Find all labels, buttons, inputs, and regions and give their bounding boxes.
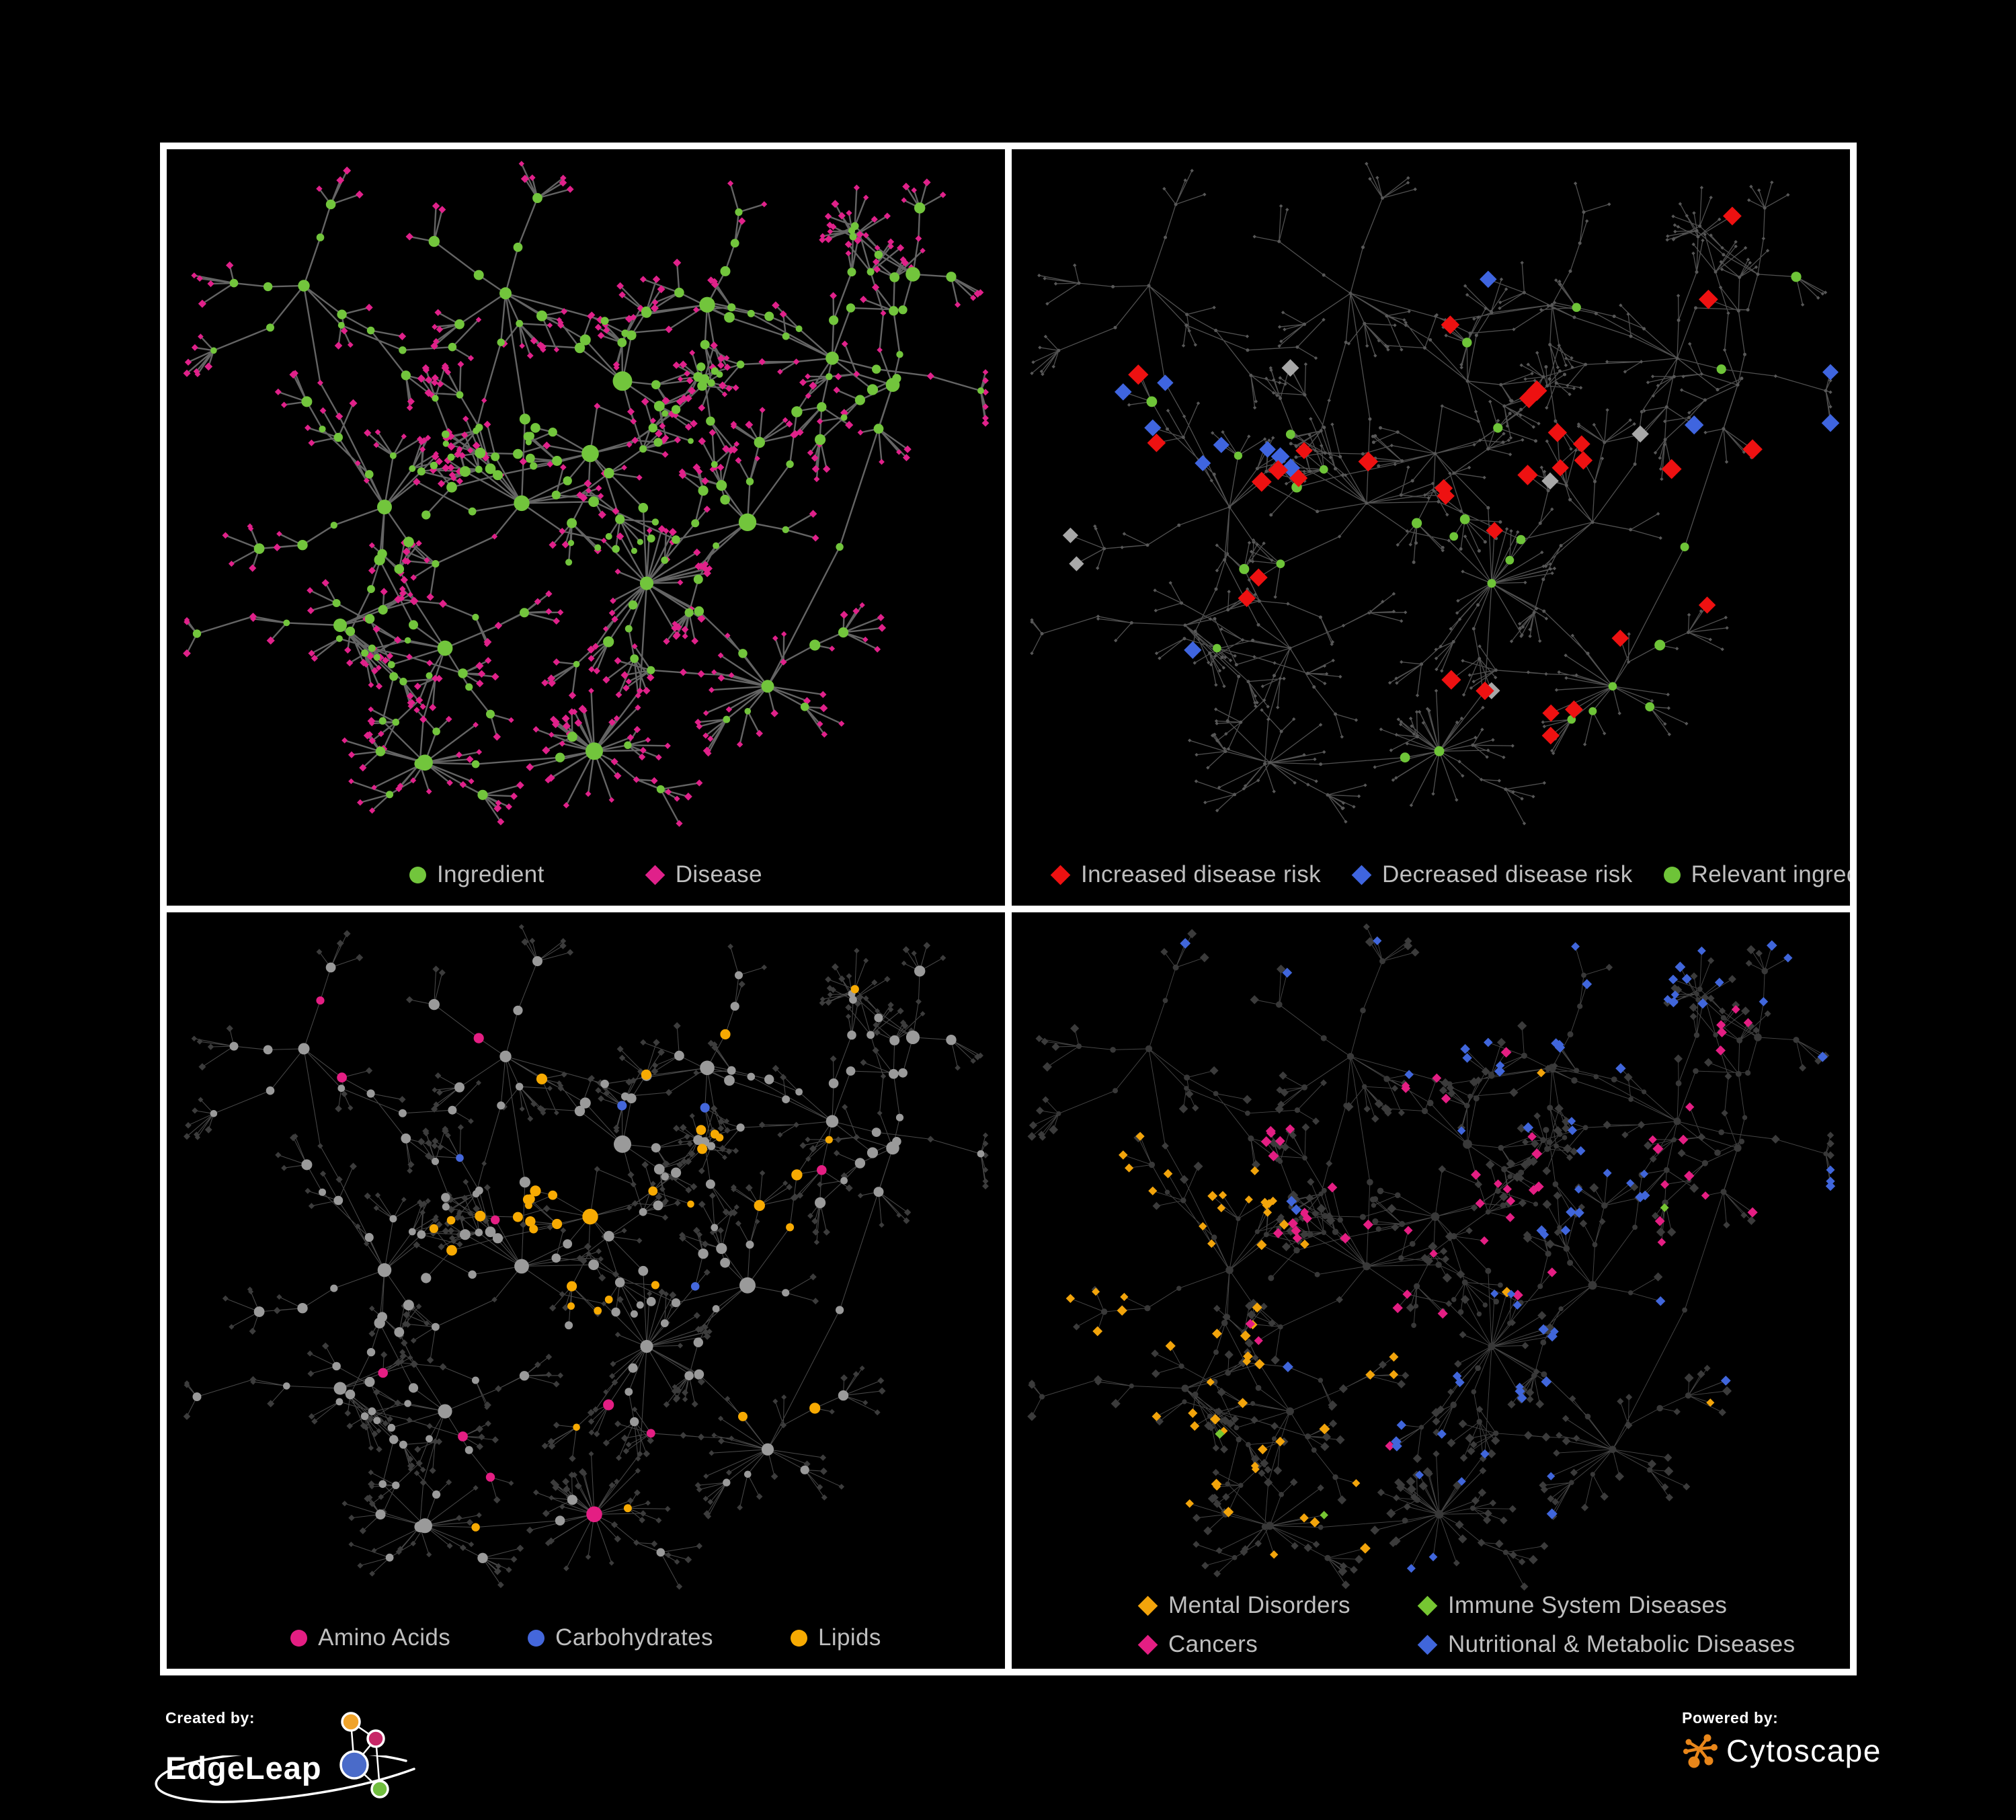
legend-marker-diamond (1417, 1595, 1438, 1616)
legend-item: Ingredient (409, 861, 545, 888)
legend-marker-circle (528, 1629, 545, 1647)
legend-marker-diamond (1050, 865, 1071, 885)
network-nodes (1115, 270, 1840, 660)
legend-label: Increased disease risk (1081, 861, 1322, 887)
legend-item: Amino Acids (290, 1624, 450, 1651)
disease-classes-network (1027, 923, 1836, 1591)
legend-marker-circle (409, 866, 427, 883)
legend-macronutrients: Amino Acids Carbohydrates Lipids (167, 1624, 1005, 1651)
disease-risk-network (1030, 161, 1840, 826)
legend-label: Mental Disorders (1168, 1592, 1350, 1618)
legend-label: Amino Acids (318, 1624, 451, 1651)
powered-by-label: Powered by: (1682, 1709, 1779, 1727)
panel-ingredient-disease: Ingredient Disease (167, 149, 1005, 906)
network-edges (186, 163, 987, 824)
legend-disease-risk: Increased disease risk Decreased disease … (1012, 861, 1850, 888)
network-edges (186, 926, 986, 1587)
cytoscape-logo-icon (1683, 1734, 1718, 1768)
network-nodes (1027, 923, 1834, 1591)
legend-item: Nutritional & Metabolic Diseases (1417, 1631, 1796, 1658)
network-nodes (183, 161, 990, 827)
legend-marker-diamond (1137, 1634, 1158, 1655)
created-by-label: Created by: (165, 1709, 255, 1727)
legend-item: Carbohydrates (528, 1624, 713, 1651)
panel-macronutrients: Amino Acids Carbohydrates Lipids (167, 912, 1005, 1669)
legend-disease-classes: Mental Disorders Immune System Diseases Ca… (1137, 1592, 1796, 1658)
panel-disease-risk: Increased disease risk Decreased disease … (1012, 149, 1850, 906)
network-nodes (183, 924, 989, 1590)
legend-marker-diamond (1417, 1634, 1438, 1655)
legend-label: Relevant ingredient (1691, 861, 1850, 887)
network-nodes (1062, 359, 1649, 699)
legend-label: Nutritional & Metabolic Diseases (1447, 1631, 1796, 1657)
edgeleap-swoosh-icon (155, 1755, 415, 1803)
legend-item: Lipids (790, 1624, 881, 1651)
legend-item: Increased disease risk (1050, 861, 1322, 888)
legend-marker-diamond (1137, 1595, 1158, 1616)
network-nodes (429, 985, 859, 1532)
macronutrients-network (183, 924, 989, 1590)
panel-disease-classes: Mental Disorders Immune System Diseases Ca… (1012, 912, 1850, 1669)
legend-item: Cancers (1137, 1631, 1350, 1658)
legend-item: Immune System Diseases (1417, 1592, 1796, 1619)
legend-label: Disease (675, 861, 762, 887)
network-edges (1031, 163, 1831, 824)
network-nodes (1039, 958, 1828, 1561)
network-nodes (192, 956, 985, 1563)
legend-label: Decreased disease risk (1382, 861, 1633, 887)
edgeleap-logo-icon (339, 1712, 389, 1798)
network-nodes (1030, 161, 1832, 826)
legend-marker-circle (290, 1629, 308, 1647)
network-nodes (192, 193, 984, 800)
edgeleap-credit: Created by: EdgeLeap (155, 1709, 515, 1805)
network-edges (1031, 926, 1831, 1587)
legend-label: Cancers (1168, 1631, 1258, 1657)
legend-item: Mental Disorders (1137, 1592, 1350, 1619)
legend-label: Carbohydrates (555, 1624, 713, 1651)
edgeleap-wordmark: EdgeLeap (165, 1749, 322, 1786)
legend-marker-diamond (645, 865, 666, 885)
legend-ingredient-disease: Ingredient Disease (167, 861, 1005, 888)
network-nodes (1065, 1068, 1715, 1559)
legend-marker-diamond (1351, 865, 1372, 885)
network-panels-grid: Ingredient Disease Increased disease risk… (160, 143, 1857, 1675)
cytoscape-credit: Powered by: (1682, 1709, 1882, 1770)
network-nodes (1128, 206, 1763, 745)
legend-label: Immune System Diseases (1447, 1592, 1728, 1618)
legend-label: Ingredient (437, 861, 545, 887)
cytoscape-brand-row: Cytoscape (1682, 1731, 1882, 1770)
legend-item: Decreased disease risk (1351, 861, 1633, 888)
network-nodes (1180, 936, 1836, 1573)
edgeleap-brand-row: EdgeLeap (155, 1712, 515, 1805)
legend-marker-circle (1663, 866, 1681, 883)
legend-item: Disease (645, 861, 762, 888)
legend-marker-circle (790, 1629, 807, 1647)
cytoscape-wordmark: Cytoscape (1726, 1733, 1882, 1768)
network-nodes (1146, 272, 1802, 763)
legend-label: Lipids (817, 1624, 881, 1651)
ingredient-disease-network (183, 161, 990, 827)
legend-item: Relevant ingredient (1663, 861, 1850, 888)
